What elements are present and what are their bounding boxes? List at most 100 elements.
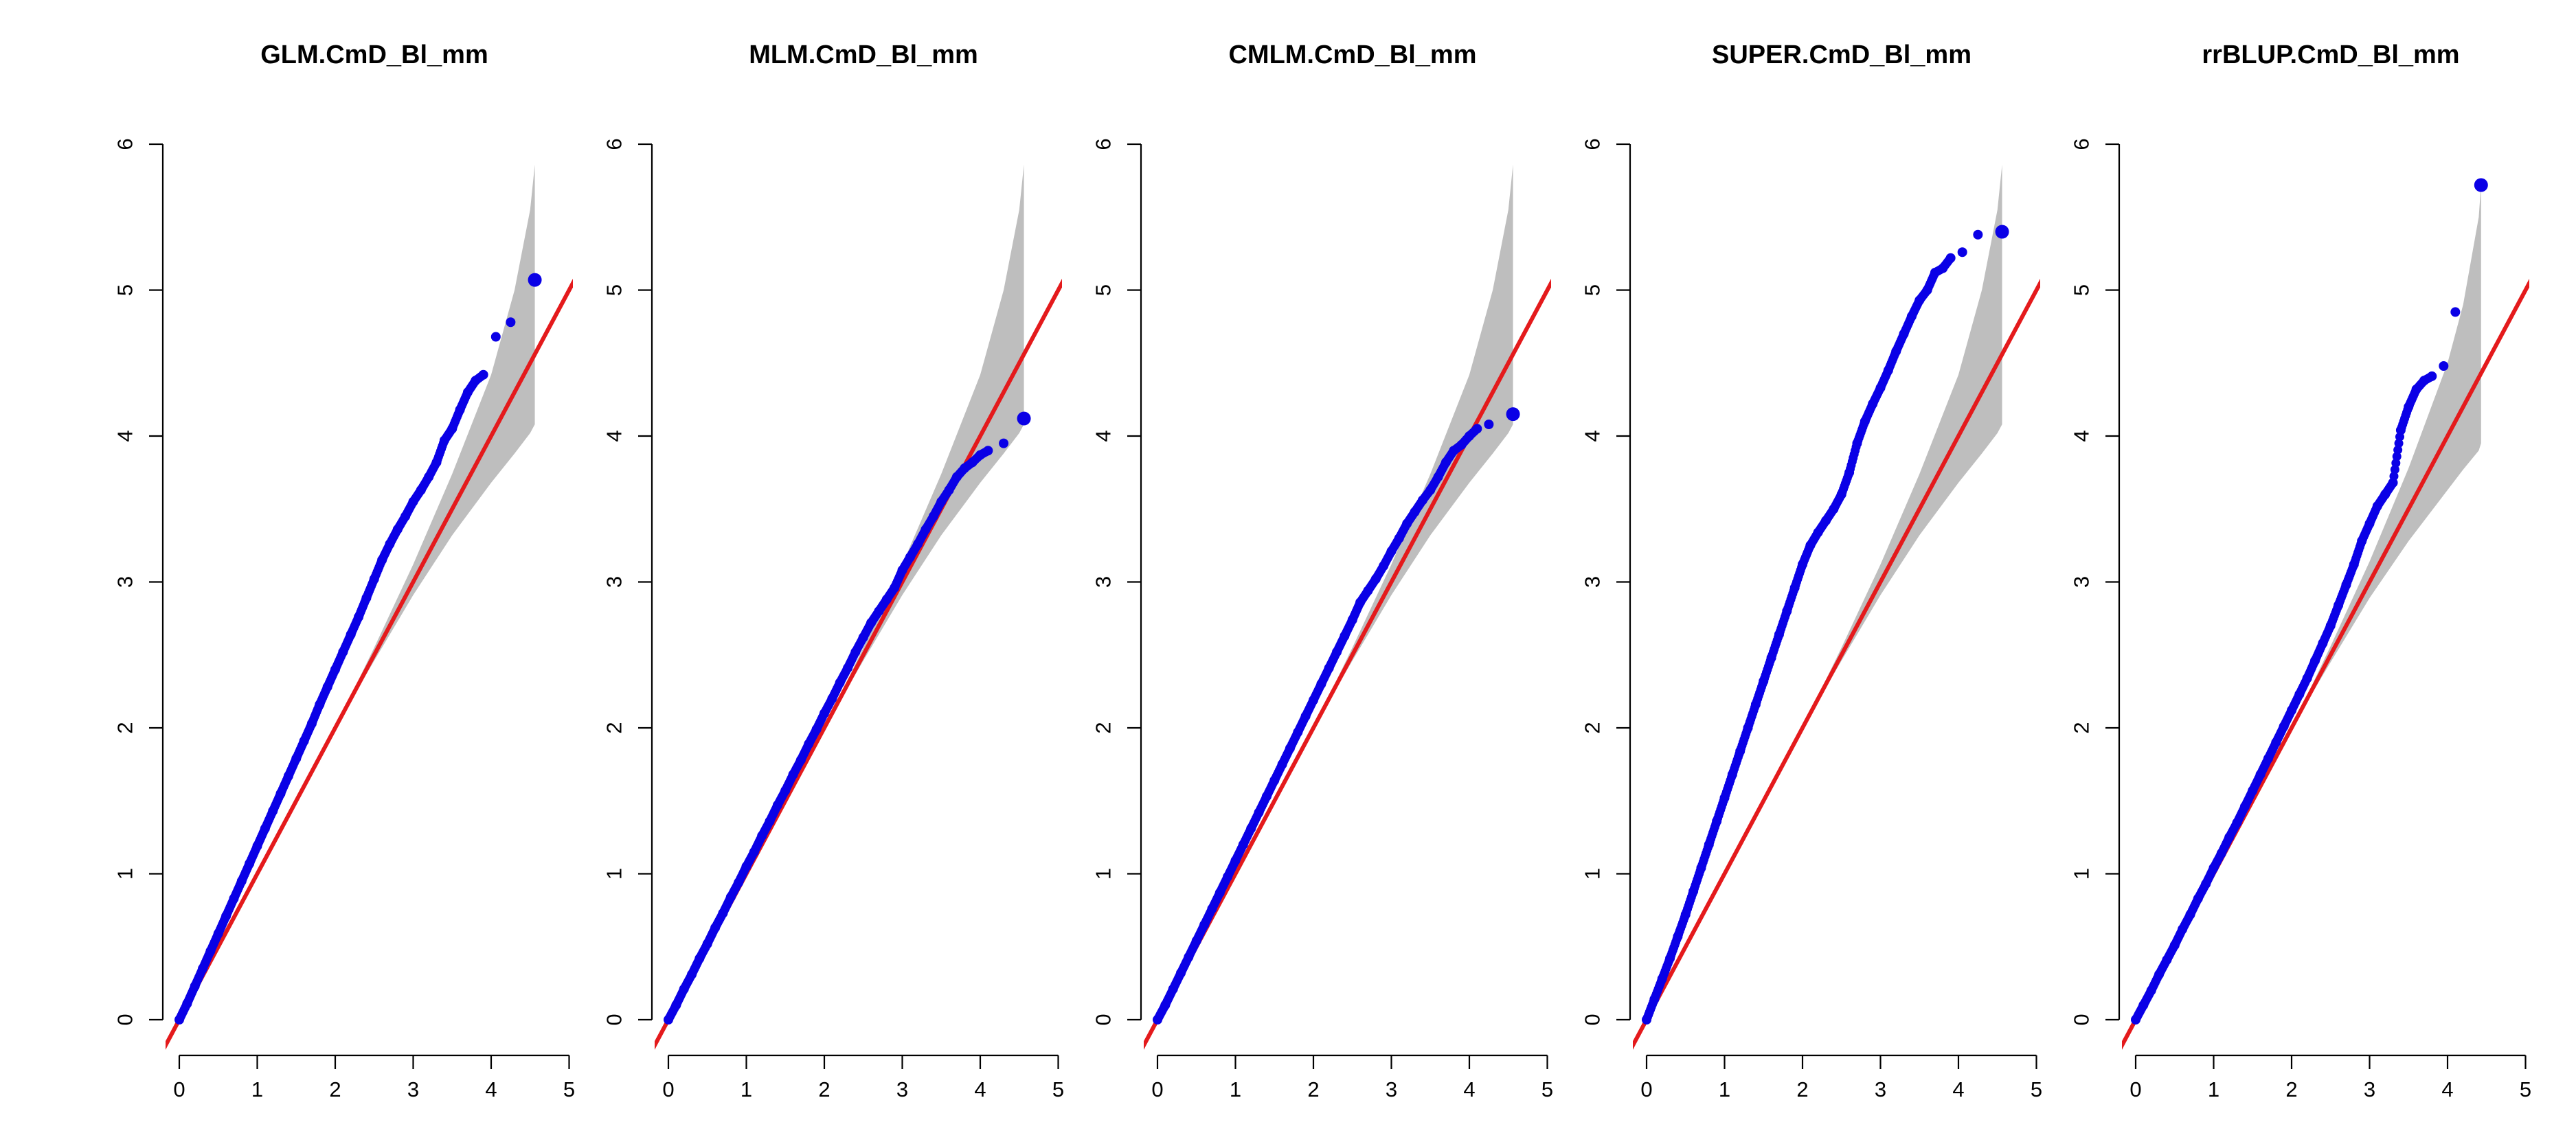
data-point bbox=[1852, 438, 1862, 448]
data-point bbox=[260, 823, 270, 834]
data-point bbox=[2169, 940, 2180, 950]
plot-area bbox=[1633, 164, 2040, 1050]
data-point bbox=[1449, 446, 1459, 456]
data-point bbox=[843, 663, 853, 673]
data-point bbox=[306, 718, 317, 729]
data-point bbox=[2216, 848, 2226, 858]
data-point bbox=[858, 632, 868, 643]
data-point bbox=[866, 618, 877, 628]
data-point bbox=[1386, 546, 1397, 556]
data-point bbox=[2201, 879, 2211, 889]
data-point bbox=[1945, 253, 1956, 263]
data-point bbox=[2411, 385, 2421, 394]
data-point bbox=[1456, 439, 1467, 450]
y-tick-label: 4 bbox=[602, 430, 626, 442]
x-tick-label: 2 bbox=[329, 1077, 341, 1101]
data-point bbox=[330, 665, 340, 674]
data-point bbox=[2357, 536, 2367, 546]
data-point bbox=[734, 878, 744, 888]
plot-area bbox=[2122, 178, 2529, 1050]
y-tick-label: 3 bbox=[1581, 576, 1605, 588]
y-tick-label: 1 bbox=[602, 868, 626, 880]
data-point bbox=[2393, 445, 2403, 455]
data-point bbox=[198, 963, 208, 974]
panel-title: GLM.CmD_Bl_mm bbox=[260, 41, 488, 69]
data-point bbox=[2392, 452, 2402, 461]
data-point bbox=[1813, 527, 1823, 538]
data-point bbox=[1355, 597, 1366, 608]
data-point bbox=[749, 847, 759, 857]
data-point bbox=[1798, 560, 1807, 569]
data-point bbox=[1465, 431, 1474, 441]
data-point bbox=[431, 457, 442, 468]
x-tick-label: 3 bbox=[1386, 1077, 1397, 1101]
data-point bbox=[1223, 871, 1233, 882]
x-tick-label: 0 bbox=[662, 1077, 674, 1101]
data-point bbox=[1680, 910, 1691, 919]
data-point bbox=[2419, 376, 2429, 386]
data-point bbox=[408, 496, 418, 507]
confidence-band bbox=[257, 164, 535, 874]
data-point bbox=[1883, 365, 1893, 376]
data-point bbox=[252, 841, 262, 851]
data-point bbox=[424, 472, 434, 482]
data-point bbox=[983, 446, 993, 456]
data-point bbox=[710, 923, 721, 933]
plot-area bbox=[166, 164, 573, 1050]
data-point bbox=[780, 786, 791, 796]
data-point bbox=[905, 552, 915, 562]
data-point bbox=[439, 435, 449, 446]
data-point bbox=[975, 450, 985, 460]
y-tick-label: 4 bbox=[2070, 430, 2094, 442]
y-tick-label: 3 bbox=[113, 576, 137, 588]
data-point bbox=[951, 472, 962, 482]
data-point bbox=[694, 953, 705, 963]
data-point bbox=[1782, 606, 1792, 616]
data-point bbox=[416, 485, 426, 495]
qq-panel-super: SUPER.CmD_Bl_mm 0 1 2 3 4 5 6 0 1 2 3 4 5 bbox=[1581, 41, 2043, 1101]
y-tick-label: 6 bbox=[113, 138, 137, 150]
data-point bbox=[2255, 770, 2266, 779]
data-point bbox=[2450, 307, 2461, 317]
data-point bbox=[2138, 1000, 2149, 1010]
data-point bbox=[2271, 737, 2281, 748]
data-point bbox=[2439, 361, 2449, 371]
data-point bbox=[1440, 457, 1451, 468]
data-point bbox=[820, 708, 829, 718]
x-tick-label: 5 bbox=[2031, 1077, 2042, 1101]
x-tick-label: 5 bbox=[563, 1077, 575, 1101]
data-point bbox=[2146, 985, 2156, 996]
data-point bbox=[1472, 424, 1482, 434]
x-tick-label: 4 bbox=[2441, 1077, 2453, 1101]
data-point bbox=[1176, 968, 1186, 978]
y-tick-label: 5 bbox=[2070, 284, 2094, 296]
data-point bbox=[2193, 893, 2203, 904]
data-point bbox=[664, 1015, 673, 1025]
data-point bbox=[1191, 936, 1201, 946]
data-point bbox=[1269, 775, 1280, 786]
data-point bbox=[944, 485, 954, 495]
data-point bbox=[1285, 743, 1295, 753]
data-point bbox=[528, 273, 542, 287]
data-point bbox=[2310, 656, 2320, 666]
data-point bbox=[1836, 490, 1846, 499]
point-trail bbox=[2131, 372, 2436, 1025]
x-tick-label: 1 bbox=[741, 1077, 752, 1101]
plot-area bbox=[655, 164, 1062, 1050]
data-point bbox=[1844, 468, 1855, 478]
data-point bbox=[1363, 586, 1373, 596]
data-point bbox=[2427, 371, 2437, 381]
data-point bbox=[377, 555, 387, 565]
data-point bbox=[1922, 285, 1932, 295]
x-tick-label: 3 bbox=[1875, 1077, 1886, 1101]
y-tick-label: 4 bbox=[1581, 430, 1605, 442]
data-point bbox=[725, 892, 736, 902]
data-point bbox=[2131, 1015, 2140, 1025]
y-tick-label: 5 bbox=[113, 284, 137, 296]
data-point bbox=[1184, 952, 1194, 962]
data-point bbox=[1379, 561, 1389, 571]
data-point bbox=[1665, 953, 1675, 963]
data-point bbox=[190, 981, 200, 992]
data-point bbox=[1727, 770, 1737, 779]
data-point bbox=[2325, 621, 2336, 631]
